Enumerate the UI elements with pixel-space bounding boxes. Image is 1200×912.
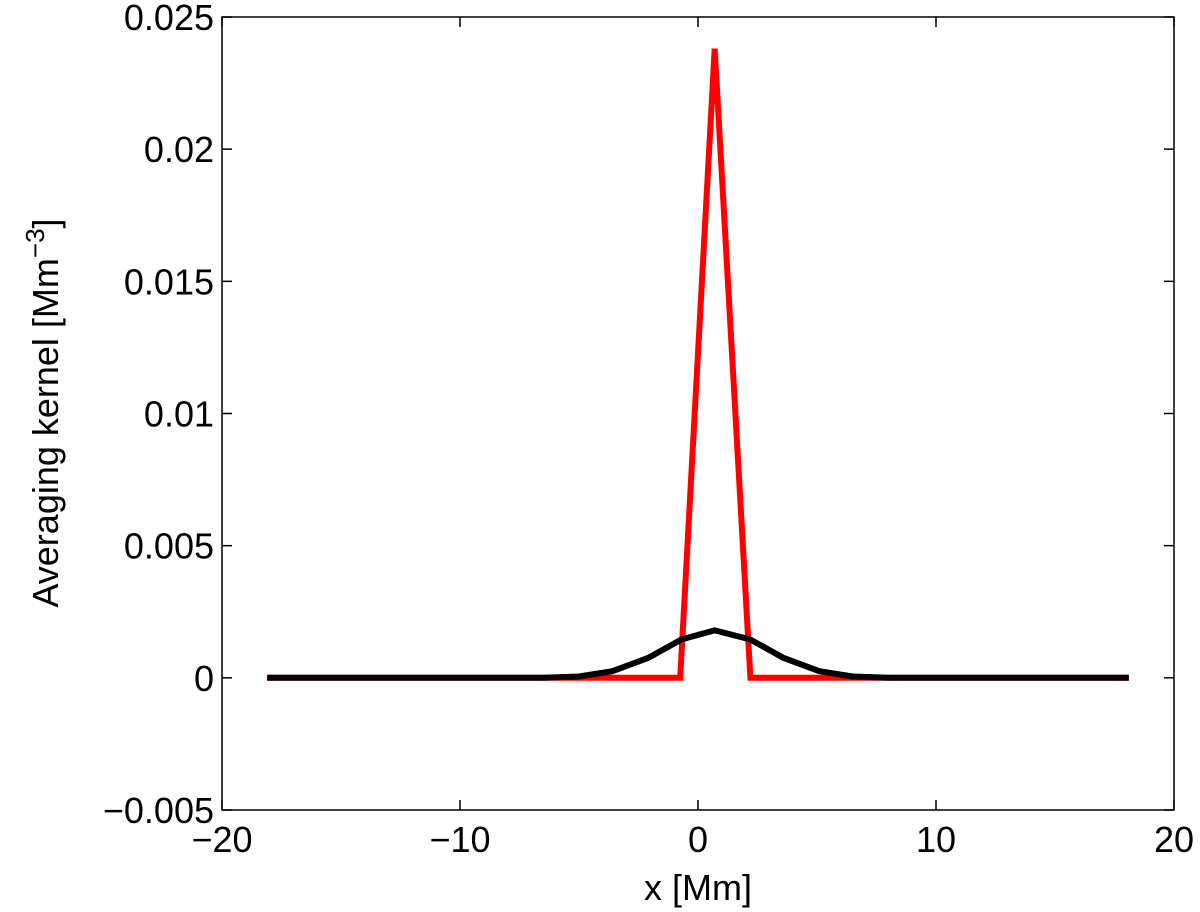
y-tick-label: 0.015: [124, 261, 214, 302]
y-axis-label-suffix: ]: [25, 218, 66, 228]
y-axis-label: Averaging kernel [Mm−3]: [20, 218, 66, 607]
y-axis-label-main: Averaging kernel [Mm: [25, 258, 66, 608]
x-tick-label: 10: [916, 819, 956, 860]
x-axis-label: x [Mm]: [644, 867, 752, 908]
x-tick-label: 20: [1154, 819, 1194, 860]
x-tick-label: −10: [429, 819, 490, 860]
series-line-2: [267, 627, 1129, 681]
y-tick-label: 0.02: [144, 129, 214, 170]
y-tick-label: 0.005: [124, 526, 214, 567]
tick-labels: −20 −10 0 10 20 −0.005 0 0.005 0.01 0.015 0.02 0.02…: [103, 0, 1194, 860]
axis-ticks: [221, 16, 1175, 811]
x-tick-label: 0: [688, 819, 708, 860]
y-tick-label: 0.025: [124, 0, 214, 38]
y-tick-label: 0.01: [144, 394, 214, 435]
series-lines: [267, 48, 1129, 681]
y-tick-label: −0.005: [103, 790, 214, 831]
y-axis-label-superscript: −3: [20, 228, 50, 258]
plot-area: [221, 16, 1175, 811]
y-tick-label: 0: [194, 658, 214, 699]
plot-frame: [221, 16, 1175, 811]
x-tick-label: −20: [191, 819, 252, 860]
series-line-1: [267, 48, 1129, 681]
